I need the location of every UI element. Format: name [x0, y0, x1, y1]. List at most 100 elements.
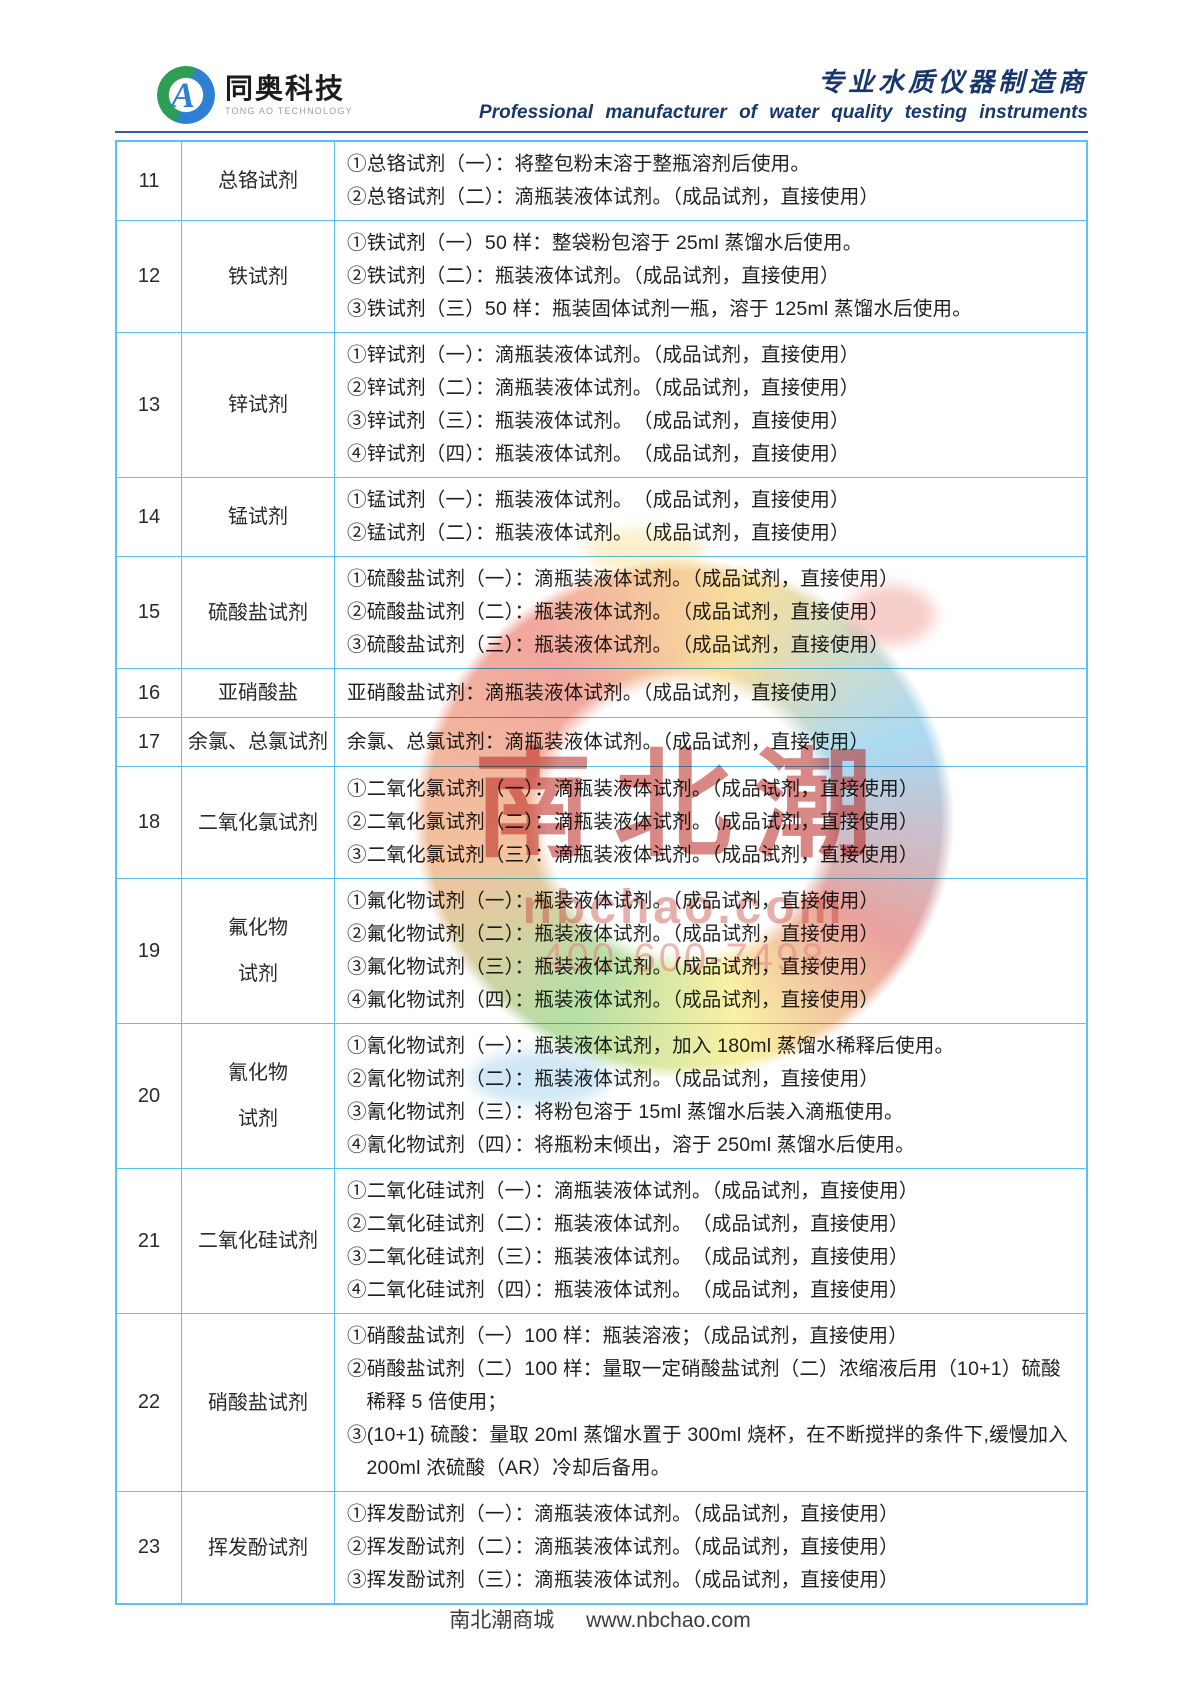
header-divider	[115, 131, 1088, 133]
desc-line: ②氰化物试剂（二）：瓶装液体试剂。（成品试剂，直接使用）	[347, 1068, 880, 1090]
desc-line: ④二氧化硅试剂（四）：瓶装液体试剂。 （成品试剂，直接使用）	[347, 1279, 909, 1301]
table-row: 20 氰化物 试剂 ①氰化物试剂（一）：瓶装液体试剂，加入 180ml 蒸馏水稀释后…	[115, 1023, 1088, 1169]
desc-line: ①挥发酚试剂（一）：滴瓶装液体试剂。（成品试剂，直接使用）	[347, 1503, 899, 1525]
row-number-cell: 23	[115, 1491, 182, 1605]
tongao-logo-icon	[157, 66, 215, 124]
desc-line: ②锰试剂（二）：瓶装液体试剂。 （成品试剂，直接使用）	[347, 522, 850, 544]
tongao-logo-letter-icon: A	[171, 75, 196, 115]
reagent-name-cell: 铁试剂	[181, 220, 335, 333]
desc-line: ③氰化物试剂（三）：将粉包溶于 15ml 蒸馏水后装入滴瓶使用。	[347, 1101, 904, 1123]
desc-line: ②二氧化硅试剂（二）：瓶装液体试剂。 （成品试剂，直接使用）	[347, 1213, 909, 1235]
desc-line: ①锰试剂（一）：瓶装液体试剂。 （成品试剂，直接使用）	[347, 489, 850, 511]
desc-line: ③(10+1) 硫酸：量取 20ml 蒸馏水置于 300ml 烧杯，在不断搅拌的…	[347, 1424, 1068, 1479]
row-number-cell: 14	[115, 477, 182, 557]
reagent-table: 11 总铬试剂 ①总铬试剂（一）：将整包粉末溶于整瓶溶剂后使用。 ②总铬试剂（二）：滴…	[115, 140, 1088, 1605]
desc-line: ③锌试剂（三）：瓶装液体试剂。 （成品试剂，直接使用）	[347, 410, 850, 432]
desc-line: ②锌试剂（二）：滴瓶装液体试剂。（成品试剂，直接使用）	[347, 377, 860, 399]
table-row: 14 锰试剂 ①锰试剂（一）：瓶装液体试剂。 （成品试剂，直接使用） ②锰试剂（二）：…	[115, 477, 1088, 557]
desc-line: ③挥发酚试剂（三）：滴瓶装液体试剂。（成品试剂，直接使用）	[347, 1569, 899, 1591]
desc-line: ②硝酸盐试剂（二）100 样：量取一定硝酸盐试剂（二）浓缩液后用（10+1）硫酸…	[347, 1358, 1061, 1413]
reagent-name-cell: 锌试剂	[181, 332, 335, 478]
reagent-desc-cell: ①二氧化氯试剂（一）：滴瓶装液体试剂。（成品试剂，直接使用） ②二氧化氯试剂（二）…	[334, 766, 1088, 879]
page-header: A 同奥科技 TONG AO TECHNOLOGY 专业水质仪器制造商 Prof…	[115, 66, 1088, 130]
row-number-cell: 13	[115, 332, 182, 478]
desc-line: ④氟化物试剂（四）：瓶装液体试剂。（成品试剂，直接使用）	[347, 989, 880, 1011]
reagent-table-container: 11 总铬试剂 ①总铬试剂（一）：将整包粉末溶于整瓶溶剂后使用。 ②总铬试剂（二）：滴…	[115, 140, 1088, 1605]
table-row: 19 氟化物 试剂 ①氟化物试剂（一）：瓶装液体试剂。（成品试剂，直接使用） ②氟化物…	[115, 878, 1088, 1024]
reagent-name-cell: 氰化物 试剂	[181, 1023, 335, 1169]
reagent-name-cell: 硫酸盐试剂	[181, 556, 335, 669]
header-tagline: 专业水质仪器制造商 Professional manufacturer of w…	[479, 62, 1088, 124]
desc-line: ①总铬试剂（一）：将整包粉末溶于整瓶溶剂后使用。	[347, 153, 811, 175]
desc-line: ③硫酸盐试剂（三）：瓶装液体试剂。 （成品试剂，直接使用）	[347, 634, 890, 656]
table-row: 22 硝酸盐试剂 ①硝酸盐试剂（一）100 样：瓶装溶液；（成品试剂，直接使用） ②硝…	[115, 1313, 1088, 1492]
reagent-desc-cell: ①氟化物试剂（一）：瓶装液体试剂。（成品试剂，直接使用） ②氟化物试剂（二）：瓶装…	[334, 878, 1088, 1024]
row-number-cell: 19	[115, 878, 182, 1024]
desc-line: ②铁试剂（二）：瓶装液体试剂。（成品试剂，直接使用）	[347, 265, 840, 287]
reagent-desc-cell: 余氯、总氯试剂：滴瓶装液体试剂。（成品试剂，直接使用）	[334, 717, 1088, 767]
table-row: 17 余氯、总氯试剂 余氯、总氯试剂：滴瓶装液体试剂。（成品试剂，直接使用）	[115, 717, 1088, 767]
desc-line: ①硝酸盐试剂（一）100 样：瓶装溶液；（成品试剂，直接使用）	[347, 1325, 908, 1347]
desc-line: ①二氧化硅试剂（一）：滴瓶装液体试剂。（成品试剂，直接使用）	[347, 1180, 919, 1202]
desc-line: 余氯、总氯试剂：滴瓶装液体试剂。（成品试剂，直接使用）	[347, 730, 870, 753]
reagent-name-cell: 挥发酚试剂	[181, 1491, 335, 1605]
reagent-name-cell: 二氧化硅试剂	[181, 1168, 335, 1314]
reagent-table-body: 11 总铬试剂 ①总铬试剂（一）：将整包粉末溶于整瓶溶剂后使用。 ②总铬试剂（二）：滴…	[115, 140, 1088, 1605]
reagent-name-cell: 总铬试剂	[181, 140, 335, 221]
reagent-desc-cell: ①硝酸盐试剂（一）100 样：瓶装溶液；（成品试剂，直接使用） ②硝酸盐试剂（二）…	[334, 1313, 1088, 1492]
desc-line: ①氟化物试剂（一）：瓶装液体试剂。（成品试剂，直接使用）	[347, 890, 880, 912]
reagent-desc-cell: ①锌试剂（一）：滴瓶装液体试剂。（成品试剂，直接使用） ②锌试剂（二）：滴瓶装液体…	[334, 332, 1088, 478]
table-row: 16 亚硝酸盐 亚硝酸盐试剂：滴瓶装液体试剂。（成品试剂，直接使用）	[115, 668, 1088, 718]
table-row: 23 挥发酚试剂 ①挥发酚试剂（一）：滴瓶装液体试剂。（成品试剂，直接使用） ②挥发酚…	[115, 1491, 1088, 1605]
reagent-desc-cell: ①铁试剂（一）50 样：整袋粉包溶于 25ml 蒸馏水后使用。 ②铁试剂（二）：瓶…	[334, 220, 1088, 333]
reagent-name-cell: 二氧化氯试剂	[181, 766, 335, 879]
row-number-cell: 17	[115, 717, 182, 767]
desc-line: ②总铬试剂（二）：滴瓶装液体试剂。（成品试剂，直接使用）	[347, 186, 880, 208]
row-number-cell: 18	[115, 766, 182, 879]
desc-line: ③二氧化硅试剂（三）：瓶装液体试剂。 （成品试剂，直接使用）	[347, 1246, 909, 1268]
reagent-desc-cell: ①总铬试剂（一）：将整包粉末溶于整瓶溶剂后使用。 ②总铬试剂（二）：滴瓶装液体试剂…	[334, 140, 1088, 221]
desc-line: ①铁试剂（一）50 样：整袋粉包溶于 25ml 蒸馏水后使用。	[347, 232, 863, 254]
row-number-cell: 15	[115, 556, 182, 669]
reagent-name-cell: 亚硝酸盐	[181, 668, 335, 718]
desc-line: ①硫酸盐试剂（一）：滴瓶装液体试剂。（成品试剂，直接使用）	[347, 568, 899, 590]
table-row: 18 二氧化氯试剂 ①二氧化氯试剂（一）：滴瓶装液体试剂。（成品试剂，直接使用） ②二…	[115, 766, 1088, 879]
desc-line: ①二氧化氯试剂（一）：滴瓶装液体试剂。（成品试剂，直接使用）	[347, 778, 919, 800]
brand-logo: A 同奥科技 TONG AO TECHNOLOGY	[157, 66, 353, 124]
row-number-cell: 11	[115, 140, 182, 221]
reagent-name-cell: 氟化物 试剂	[181, 878, 335, 1024]
reagent-desc-cell: ①氰化物试剂（一）：瓶装液体试剂，加入 180ml 蒸馏水稀释后使用。 ②氰化物试…	[334, 1023, 1088, 1169]
table-row: 15 硫酸盐试剂 ①硫酸盐试剂（一）：滴瓶装液体试剂。（成品试剂，直接使用） ②硫酸盐…	[115, 556, 1088, 669]
row-number-cell: 21	[115, 1168, 182, 1314]
brand-text: 同奥科技 TONG AO TECHNOLOGY	[225, 73, 353, 117]
row-number-cell: 22	[115, 1313, 182, 1492]
tagline-english: Professional manufacturer of water quali…	[479, 102, 1088, 123]
desc-line: ①锌试剂（一）：滴瓶装液体试剂。（成品试剂，直接使用）	[347, 344, 860, 366]
reagent-name-cell: 锰试剂	[181, 477, 335, 557]
footer-site-url: www.nbchao.com	[586, 1609, 751, 1632]
reagent-name-cell: 硝酸盐试剂	[181, 1313, 335, 1492]
table-row: 13 锌试剂 ①锌试剂（一）：滴瓶装液体试剂。（成品试剂，直接使用） ②锌试剂（二）：…	[115, 332, 1088, 478]
table-row: 12 铁试剂 ①铁试剂（一）50 样：整袋粉包溶于 25ml 蒸馏水后使用。 ②铁试剂…	[115, 220, 1088, 333]
brand-name: 同奥科技	[225, 73, 346, 104]
reagent-desc-cell: ①锰试剂（一）：瓶装液体试剂。 （成品试剂，直接使用） ②锰试剂（二）：瓶装液体试…	[334, 477, 1088, 557]
desc-line: ②硫酸盐试剂（二）：瓶装液体试剂。 （成品试剂，直接使用）	[347, 601, 890, 623]
desc-line: ②二氧化氯试剂（二）：滴瓶装液体试剂。（成品试剂，直接使用）	[347, 811, 919, 833]
reagent-name-cell: 余氯、总氯试剂	[181, 717, 335, 767]
row-number-cell: 12	[115, 220, 182, 333]
desc-line: ④氰化物试剂（四）：将瓶粉末倾出，溶于 250ml 蒸馏水后使用。	[347, 1134, 915, 1156]
desc-line: ③铁试剂（三）50 样：瓶装固体试剂一瓶，溶于 125ml 蒸馏水后使用。	[347, 298, 972, 320]
row-number-cell: 20	[115, 1023, 182, 1169]
desc-line: ②氟化物试剂（二）：瓶装液体试剂。（成品试剂，直接使用）	[347, 923, 880, 945]
reagent-desc-cell: ①二氧化硅试剂（一）：滴瓶装液体试剂。（成品试剂，直接使用） ②二氧化硅试剂（二）…	[334, 1168, 1088, 1314]
tagline-chinese: 专业水质仪器制造商	[817, 68, 1088, 97]
footer-site-name: 南北潮商城	[449, 1609, 555, 1632]
desc-line: 亚硝酸盐试剂：滴瓶装液体试剂。（成品试剂，直接使用）	[347, 681, 850, 704]
reagent-desc-cell: 亚硝酸盐试剂：滴瓶装液体试剂。（成品试剂，直接使用）	[334, 668, 1088, 718]
desc-line: ①氰化物试剂（一）：瓶装液体试剂，加入 180ml 蒸馏水稀释后使用。	[347, 1035, 955, 1057]
table-row: 21 二氧化硅试剂 ①二氧化硅试剂（一）：滴瓶装液体试剂。（成品试剂，直接使用） ②二…	[115, 1168, 1088, 1314]
reagent-desc-cell: ①硫酸盐试剂（一）：滴瓶装液体试剂。（成品试剂，直接使用） ②硫酸盐试剂（二）：瓶…	[334, 556, 1088, 669]
row-number-cell: 16	[115, 668, 182, 718]
desc-line: ④锌试剂（四）：瓶装液体试剂。 （成品试剂，直接使用）	[347, 443, 850, 465]
